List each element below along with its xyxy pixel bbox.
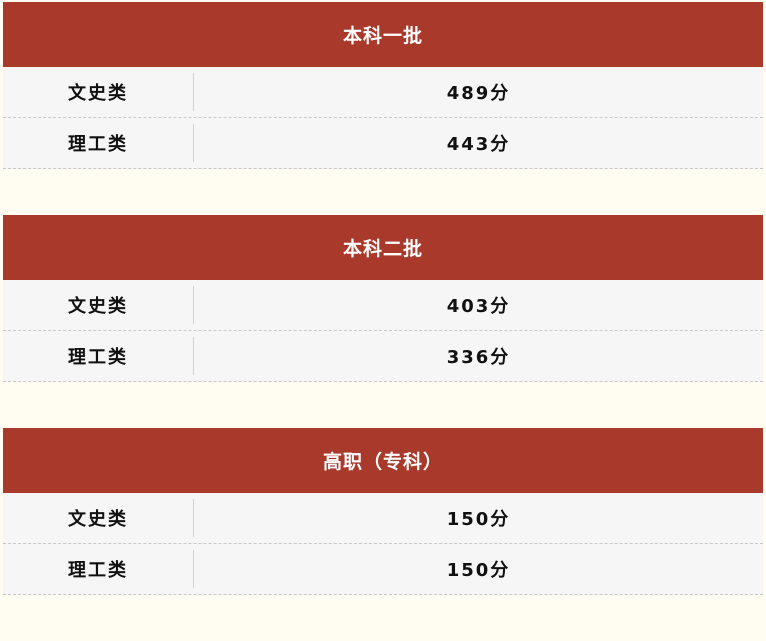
row-value: 443分 <box>446 134 511 155</box>
section-gaozhi: 高职（专科） 文史类 150分 理工类 150分 <box>3 428 763 595</box>
divider <box>193 73 194 111</box>
table-row: 理工类 336分 <box>3 331 763 382</box>
divider <box>193 499 194 537</box>
row-value: 336分 <box>446 347 511 368</box>
row-label: 文史类 <box>68 296 128 317</box>
row-value: 150分 <box>446 509 511 530</box>
row-label: 理工类 <box>68 347 128 368</box>
table-row: 文史类 150分 <box>3 493 763 544</box>
section-title: 本科一批 <box>3 2 763 67</box>
divider <box>193 286 194 324</box>
table-row: 文史类 489分 <box>3 67 763 118</box>
divider <box>193 124 194 162</box>
section-benke-2: 本科二批 文史类 403分 理工类 336分 <box>3 215 763 382</box>
section-title: 高职（专科） <box>3 428 763 493</box>
row-label: 理工类 <box>68 560 128 581</box>
divider <box>193 550 194 588</box>
row-value: 489分 <box>446 83 511 104</box>
divider <box>193 337 194 375</box>
table-row: 文史类 403分 <box>3 280 763 331</box>
row-label: 文史类 <box>68 509 128 530</box>
section-title: 本科二批 <box>3 215 763 280</box>
table-row: 理工类 443分 <box>3 118 763 169</box>
row-label: 理工类 <box>68 134 128 155</box>
section-benke-1: 本科一批 文史类 489分 理工类 443分 <box>3 2 763 169</box>
row-value: 403分 <box>446 296 511 317</box>
table-row: 理工类 150分 <box>3 544 763 595</box>
row-label: 文史类 <box>68 83 128 104</box>
score-table: 本科一批 文史类 489分 理工类 443分 本科二批 文史类 403分 理工类 336… <box>3 2 763 641</box>
row-value: 150分 <box>446 560 511 581</box>
